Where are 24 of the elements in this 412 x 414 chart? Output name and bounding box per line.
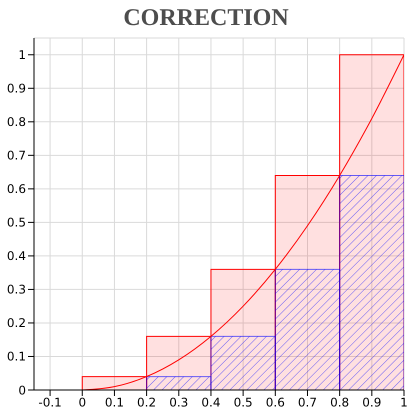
x-tick-label: 0.6 xyxy=(266,396,285,410)
y-tick-label: 0 xyxy=(18,383,26,398)
y-tick-label: 0.5 xyxy=(6,216,26,230)
y-tick-label: 0.9 xyxy=(6,82,26,96)
x-tick-label: 0.8 xyxy=(330,396,350,410)
y-tick-label: 0.8 xyxy=(6,115,26,130)
y-tick-label: 0.6 xyxy=(6,182,26,196)
y-tick-label: 0.4 xyxy=(6,249,26,264)
x-tick-label: 0.2 xyxy=(137,396,156,410)
chart-title: CORRECTION xyxy=(122,4,290,33)
x-tick-label: 0.1 xyxy=(104,396,124,410)
x-tick-label: -0.1 xyxy=(38,396,62,410)
x-tick-label: 0.9 xyxy=(362,396,382,410)
x-tick-label: 1 xyxy=(400,396,408,410)
x-tick-label: 0.5 xyxy=(234,396,253,410)
x-tick-label: 0.3 xyxy=(169,396,188,410)
x-tick-label: 0 xyxy=(78,396,86,410)
y-tick-label: 0.2 xyxy=(6,316,26,330)
y-tick-label: 0.3 xyxy=(6,282,26,297)
y-tick-label: 0.7 xyxy=(6,148,26,163)
y-tick-label: 0.1 xyxy=(6,350,26,364)
y-tick-label: 1 xyxy=(18,48,26,62)
x-tick-label: 0.7 xyxy=(298,396,318,410)
x-tick-label: 0.4 xyxy=(201,396,221,410)
